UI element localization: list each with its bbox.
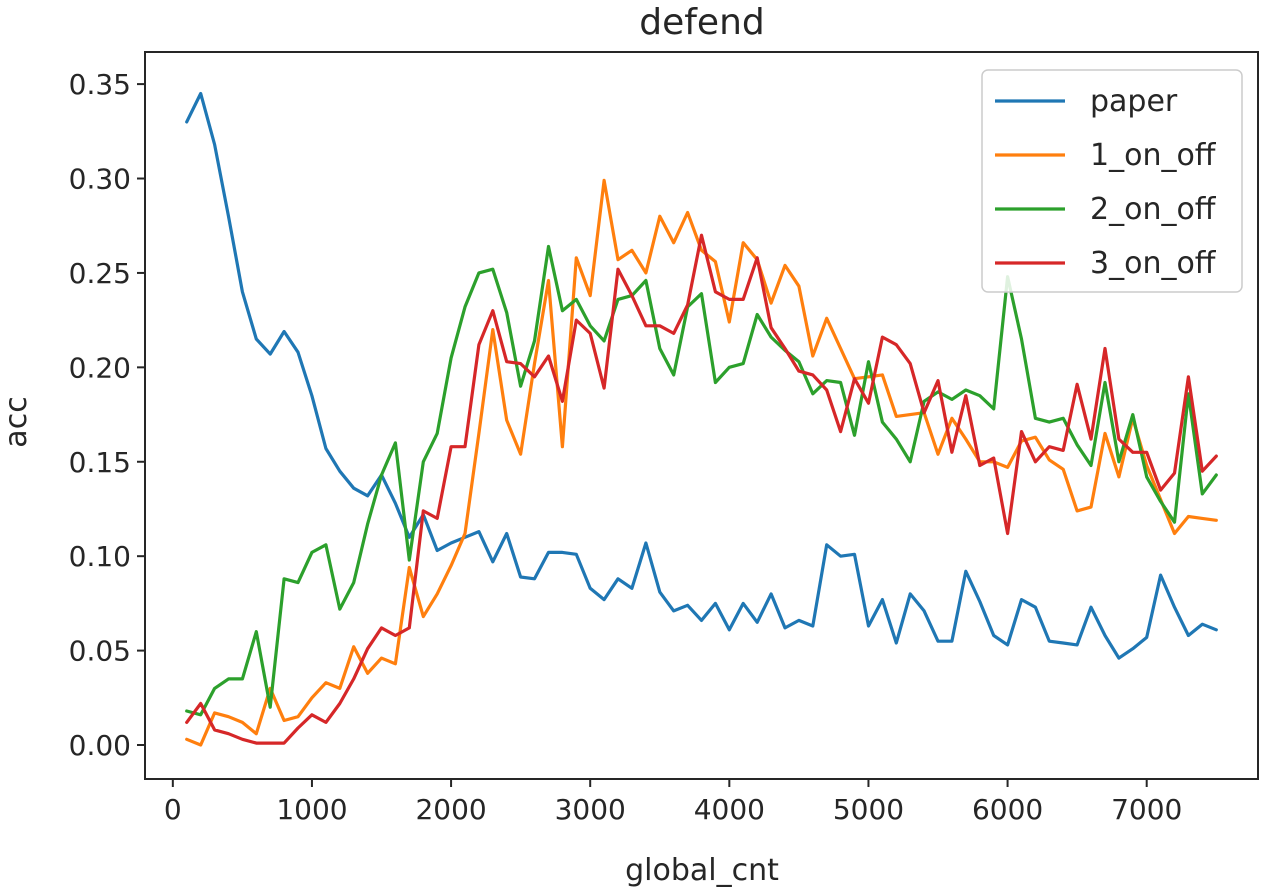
y-tick-label: 0.30 (69, 163, 131, 196)
axis-ticks: 0 1000 2000 3000 4000 5000 6000 7000 0.00 0.05 0.1… (69, 68, 1183, 826)
series-lines (185, 91, 1218, 747)
y-tick-label: 0.35 (69, 68, 131, 101)
series-line-2-on-off (185, 244, 1218, 717)
plot-frame (144, 51, 1259, 780)
y-tick-label: 0.00 (69, 729, 131, 762)
y-tick-label: 0.05 (69, 635, 131, 668)
legend-label: paper (1090, 84, 1178, 119)
legend: paper 1_on_off 2_on_off 3_on_off (981, 69, 1243, 293)
legend-box (981, 69, 1243, 293)
x-tick-label: 6000 (972, 793, 1043, 826)
x-tick-label: 3000 (555, 793, 626, 826)
x-axis-label: global_cnt (625, 853, 779, 888)
legend-label: 2_on_off (1090, 192, 1217, 227)
x-tick-label: 0 (164, 793, 182, 826)
x-tick-label: 2000 (415, 793, 486, 826)
x-tick-label: 7000 (1111, 793, 1182, 826)
legend-label: 1_on_off (1090, 138, 1217, 173)
x-tick-label: 1000 (276, 793, 347, 826)
x-tick-label: 4000 (694, 793, 765, 826)
y-tick-label: 0.25 (69, 257, 131, 290)
series-line-3-on-off (185, 233, 1218, 745)
y-tick-label: 0.10 (69, 540, 131, 573)
y-tick-label: 0.15 (69, 446, 131, 479)
chart-title: defend (639, 2, 765, 43)
y-tick-label: 0.20 (69, 351, 131, 384)
y-axis-label: acc (0, 396, 34, 447)
legend-label: 3_on_off (1090, 246, 1217, 281)
x-tick-label: 5000 (833, 793, 904, 826)
series-line-paper (185, 91, 1218, 660)
